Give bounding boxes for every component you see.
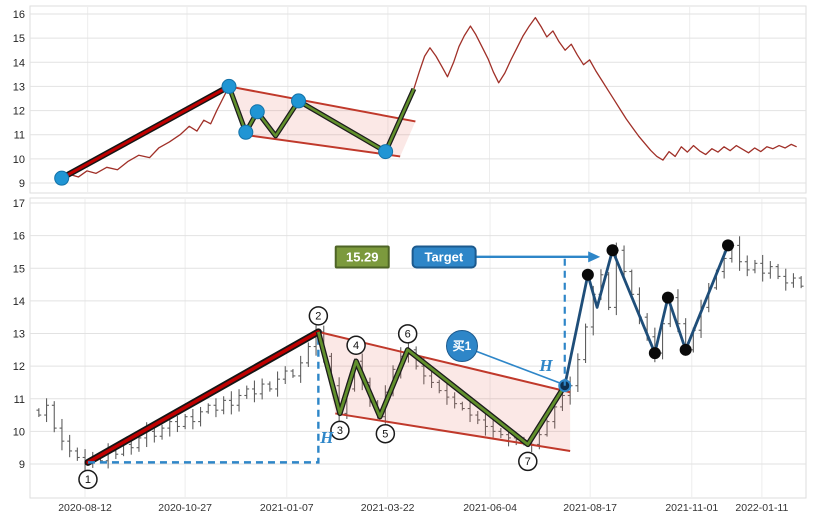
pivot-number: 3 (337, 425, 343, 437)
pivot-number: 4 (353, 340, 359, 352)
flag-channel-fill (318, 331, 571, 451)
flag-channel-line (335, 412, 571, 452)
y-axis-label: 13 (13, 329, 25, 341)
y-axis-label: 16 (13, 231, 25, 243)
pivot-dot (378, 144, 394, 160)
x-axis-label: 2021-06-04 (463, 502, 517, 514)
y-axis-label: 9 (19, 178, 25, 190)
buy-signal-badge: 买1 (445, 329, 478, 362)
pivot-number-circle (330, 420, 350, 441)
pivot-number: 2 (315, 311, 321, 323)
flagpole-height-label-right: H (539, 356, 553, 376)
pivot-number: 1 (85, 474, 91, 486)
pivot-number-circle (308, 306, 329, 326)
pivot-number: 5 (382, 428, 388, 440)
flag-channel-line (243, 133, 401, 158)
swing-dot (661, 291, 674, 304)
swing-dot (722, 239, 734, 252)
pivot-number: 7 (525, 456, 531, 468)
pivot-number-circle (518, 451, 538, 472)
price-line (61, 16, 797, 179)
pivot-dot (54, 170, 70, 186)
x-axis-label: 2021-01-07 (260, 502, 314, 514)
target-price-badge: 15.29 (334, 245, 390, 269)
y-axis-label: 15 (13, 263, 25, 275)
x-axis-label: 2021-08-17 (563, 502, 617, 514)
swing-dot (606, 244, 619, 257)
flagpole (86, 330, 321, 465)
y-axis-label: 10 (13, 426, 25, 438)
y-axis-label: 13 (13, 81, 25, 93)
top-chart: 9 10 11 12 13 14 15 16 (13, 5, 807, 194)
swing-dot (679, 343, 692, 356)
buy-badge-connector (461, 345, 563, 385)
x-axis-label: 2020-08-12 (58, 502, 112, 514)
flag-channel-line (228, 85, 416, 123)
pivot-number-circle (78, 469, 98, 490)
y-axis-label: 10 (13, 154, 25, 166)
flagpole-height-label-left: H (320, 427, 334, 447)
pivot-number-circle (375, 423, 396, 444)
y-axis-label: 14 (13, 57, 25, 69)
y-axis-label: 15 (13, 33, 25, 45)
height-measure-dash (87, 335, 320, 464)
pivot-dot (238, 124, 254, 140)
y-axis-label: 16 (13, 9, 25, 21)
x-axis-label: 2020-10-27 (158, 502, 212, 514)
pivot-number-circle (397, 324, 418, 344)
pivot-number: 6 (405, 329, 411, 341)
pivot-dot (249, 104, 265, 120)
y-axis-label: 14 (13, 296, 25, 308)
pivot-dot (291, 93, 307, 109)
y-axis-label: 12 (13, 106, 25, 118)
x-axis-label: 2021-03-22 (361, 502, 415, 514)
swing-dot (581, 268, 594, 281)
flagpole (60, 84, 231, 180)
pivot-number-circle (346, 335, 366, 355)
target-label-badge: Target (411, 245, 477, 269)
x-axis-label: 2022-01-11 (735, 502, 788, 514)
y-axis-label: 9 (19, 459, 25, 471)
y-axis-label: 17 (13, 198, 25, 210)
zigzag-line (317, 331, 566, 446)
swing-dot (648, 347, 661, 360)
x-axis-label: 2021-11-01 (665, 502, 718, 514)
y-axis-label: 12 (13, 361, 25, 373)
plot-frame (29, 5, 807, 194)
target-arrow-head (588, 251, 601, 263)
y-axis-label: 11 (14, 130, 25, 142)
y-axis-label: 11 (14, 394, 25, 406)
pivot-dot (221, 78, 237, 94)
